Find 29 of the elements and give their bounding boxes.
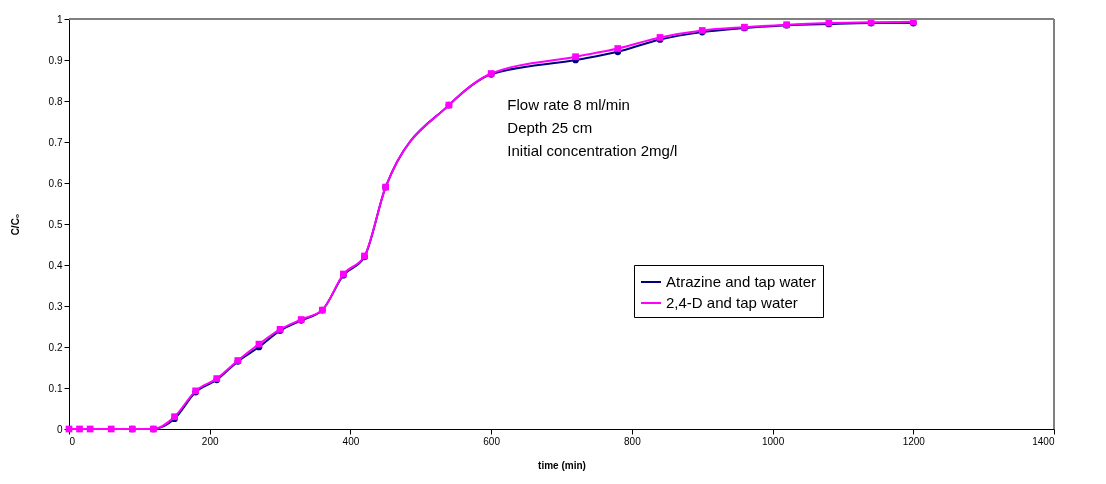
x-tick-label: 200 — [201, 435, 219, 447]
x-tick-label: 0 — [69, 435, 76, 447]
point — [107, 425, 115, 433]
x-tick-label: 1400 — [1032, 435, 1055, 447]
annotation: Depth 25 cm — [507, 119, 593, 137]
annotation: Initial concentration 2mg/l — [507, 142, 678, 160]
x-tick-label: 1000 — [761, 435, 785, 447]
y-tick-label: 0.4 — [48, 259, 63, 271]
legend-label: Atrazine and tap water — [666, 273, 817, 290]
x-tick-label: 400 — [342, 435, 360, 447]
y-tick-label: 0.3 — [48, 300, 63, 312]
y-axis-title: C/C₀ — [9, 213, 21, 236]
y-tick-label: 0.1 — [48, 382, 63, 394]
y-tick-label: 0.8 — [48, 95, 63, 107]
x-tick-label: 600 — [483, 435, 501, 447]
x-tick-label: 800 — [624, 435, 642, 447]
y-tick-label: 0.7 — [48, 136, 63, 148]
y-tick-label: 0.6 — [48, 177, 63, 189]
x-axis-title: time (min) — [538, 459, 586, 471]
y-tick-label: 0.2 — [48, 341, 63, 353]
point — [614, 45, 622, 52]
x-tick-label: 1200 — [902, 435, 926, 447]
legend-label: 2,4-D and tap water — [666, 294, 798, 311]
point — [76, 425, 83, 433]
y-tick-label: 0.9 — [48, 54, 63, 66]
annotation: Flow rate 8 ml/min — [507, 96, 630, 114]
y-tick-label: 1 — [56, 13, 63, 25]
y-tick-label: 0.5 — [48, 218, 63, 230]
y-tick-label: 0 — [56, 423, 63, 435]
